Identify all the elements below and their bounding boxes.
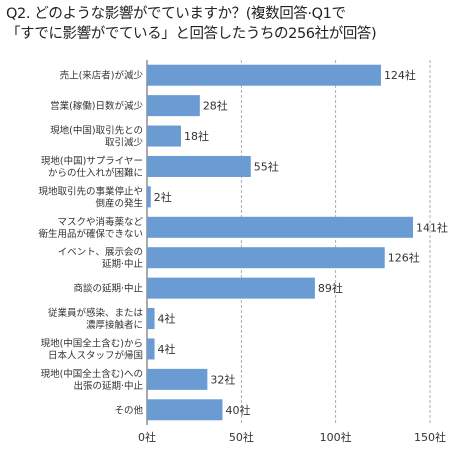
category-label: 衛生用品が確保できない	[38, 228, 143, 240]
bar	[147, 338, 155, 360]
x-tick-label: 100社	[320, 430, 352, 444]
category-label: 現地(中国全土含む)から	[41, 337, 143, 349]
category-label: 現地(中国)取引先との	[50, 125, 143, 137]
value-label: 28社	[203, 99, 228, 113]
bar	[147, 368, 208, 390]
bar	[147, 216, 414, 238]
category-label: 取引減少	[105, 137, 144, 149]
value-label: 32社	[210, 372, 235, 386]
category-label: 現地取引先の事業停止や	[38, 185, 143, 197]
title-line-1: Q2. どのような影響がでていますか？(複数回答·Q1で	[6, 6, 346, 22]
value-label: 40社	[225, 403, 250, 417]
value-label: 124社	[384, 68, 416, 82]
value-label: 4社	[158, 312, 176, 326]
category-label: 現地(中国)サプライヤー	[41, 155, 143, 167]
category-label: 日本人スタッフが帰国	[48, 349, 143, 361]
category-label: からの仕入れが困難に	[48, 167, 143, 179]
category-label: その他	[114, 404, 143, 416]
value-label: 89社	[318, 281, 343, 295]
category-label: 営業(稼働)日数が減少	[50, 100, 143, 112]
title-line-2: 「すでに影響がでている」と回答したうちの256社が回答)	[6, 26, 377, 42]
x-tick-label: 0社	[138, 430, 156, 444]
bar	[147, 186, 151, 208]
bar	[147, 155, 251, 177]
category-label: マスクや消毒薬など	[57, 216, 143, 228]
category-label: イベント、展示会の	[58, 246, 143, 258]
bar	[147, 247, 385, 269]
category-label: 売上(来店者)が減少	[60, 70, 144, 82]
x-tick-label: 50社	[229, 430, 254, 444]
category-label: 倒産の発生	[95, 197, 143, 209]
value-label: 2社	[154, 190, 172, 204]
bar	[147, 399, 223, 421]
bar	[147, 277, 315, 299]
chart-title: Q2. どのような影響がでていますか？(複数回答·Q1で 「すでに影響がでている…	[6, 4, 450, 44]
value-label: 55社	[254, 159, 279, 173]
value-label: 4社	[158, 342, 176, 356]
bar	[147, 64, 381, 86]
x-tick-label: 150社	[414, 430, 446, 444]
category-label: 出張の延期·中止	[73, 380, 143, 392]
category-label: 商談の延期·中止	[73, 283, 143, 295]
category-label: 現地(中国全土含む)への	[41, 368, 143, 380]
bar	[147, 125, 181, 147]
bar	[147, 308, 155, 330]
value-label: 18社	[184, 129, 209, 143]
bar	[147, 95, 200, 117]
value-label: 126社	[388, 251, 420, 265]
category-label: 従業員が感染、または	[48, 307, 144, 319]
value-label: 141社	[416, 220, 448, 234]
category-label: 延期·中止	[102, 258, 144, 270]
category-label: 濃厚接触者に	[86, 319, 143, 331]
